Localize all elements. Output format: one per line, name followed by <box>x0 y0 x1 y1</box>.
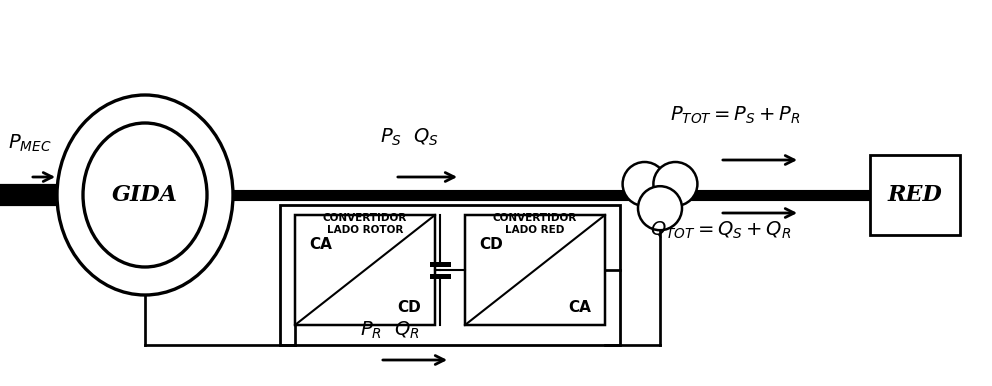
Text: $P_{TOT}=P_S+P_R$: $P_{TOT}=P_S+P_R$ <box>670 105 801 126</box>
Text: CA: CA <box>309 237 332 252</box>
Circle shape <box>623 162 667 206</box>
Circle shape <box>638 186 682 230</box>
Text: CONVERTIDOR: CONVERTIDOR <box>322 213 407 223</box>
Ellipse shape <box>83 123 207 267</box>
Text: CA: CA <box>568 300 591 315</box>
Text: RED: RED <box>888 184 942 206</box>
Bar <box>280 205 620 345</box>
Bar <box>295 215 435 325</box>
Text: $Q_{TOT}=Q_S+Q_R$: $Q_{TOT}=Q_S+Q_R$ <box>650 220 792 241</box>
Text: $P_{MEC}$: $P_{MEC}$ <box>8 133 52 154</box>
Circle shape <box>654 162 697 206</box>
Text: GIDA: GIDA <box>112 184 178 206</box>
Text: $P_R \ \ Q_R$: $P_R \ \ Q_R$ <box>360 320 420 341</box>
Text: CD: CD <box>397 300 421 315</box>
Ellipse shape <box>57 95 233 295</box>
Text: CONVERTIDOR: CONVERTIDOR <box>493 213 577 223</box>
Text: LADO RED: LADO RED <box>505 225 564 235</box>
Bar <box>870 155 960 235</box>
Text: LADO ROTOR: LADO ROTOR <box>326 225 403 235</box>
Text: CD: CD <box>479 237 503 252</box>
Bar <box>465 215 605 325</box>
Text: $P_S \ \ Q_S$: $P_S \ \ Q_S$ <box>380 127 439 148</box>
